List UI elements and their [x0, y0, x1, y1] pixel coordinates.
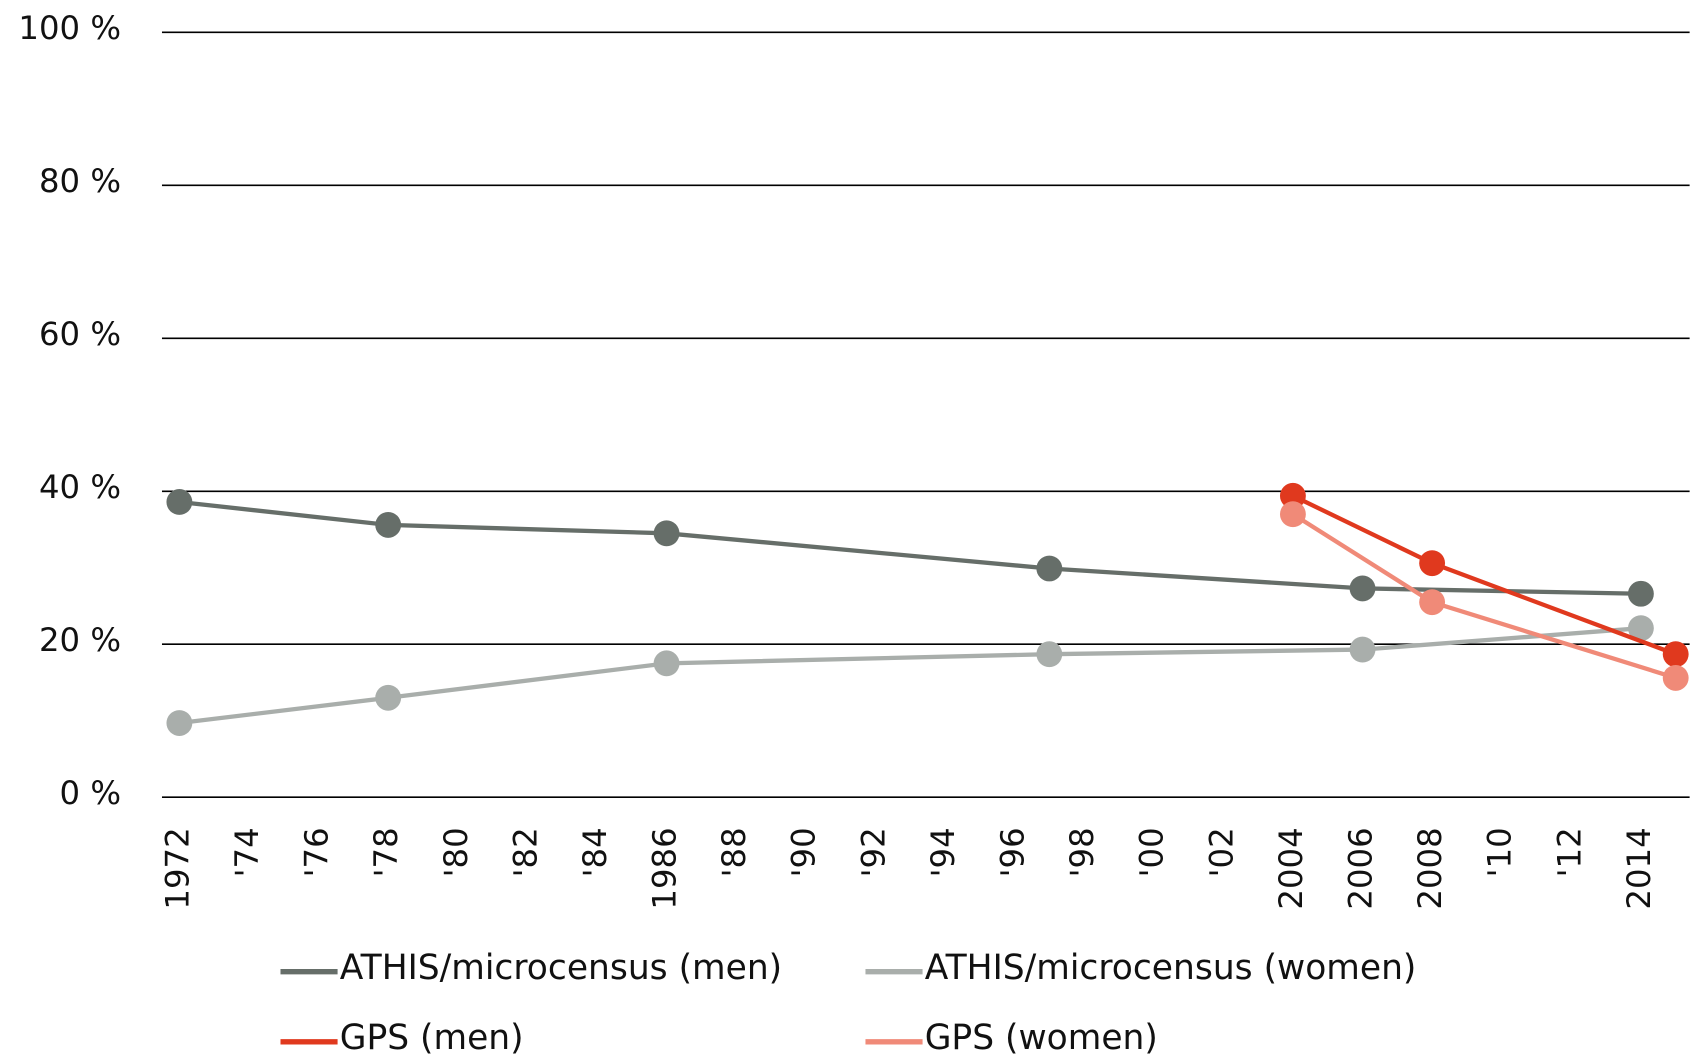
series-line — [179, 626, 1642, 726]
point — [653, 520, 680, 547]
point — [1419, 589, 1446, 616]
point — [1349, 575, 1376, 602]
series-line — [1291, 493, 1677, 657]
point — [1662, 641, 1689, 668]
x-tick-label: '94 — [924, 827, 962, 877]
point — [1279, 501, 1306, 528]
point — [1627, 615, 1654, 642]
point — [166, 710, 193, 736]
x-tick-label: 1986 — [646, 827, 684, 909]
point — [1419, 550, 1446, 577]
x-tick-label: 2008 — [1411, 827, 1449, 909]
x-tick-label: '00 — [1133, 827, 1171, 877]
point — [1036, 555, 1063, 582]
x-tick-label: '96 — [994, 827, 1032, 877]
point — [1279, 482, 1306, 509]
x-tick-label: '88 — [715, 827, 753, 877]
x-tick-label: '74 — [228, 827, 266, 877]
legend-label: GPS (men) — [340, 1018, 524, 1058]
x-tick-label: '98 — [1063, 827, 1101, 877]
legend-label: ATHIS/microcensus (women) — [925, 948, 1417, 988]
x-tick-label: 2004 — [1272, 827, 1310, 909]
x-tick-label: '76 — [298, 827, 336, 877]
y-tick-label: 20 % — [39, 621, 121, 659]
y-tick-label: 60 % — [39, 315, 121, 353]
y-tick-label: 0 % — [60, 774, 122, 812]
point — [1627, 580, 1654, 607]
x-tick-label: '92 — [854, 827, 892, 877]
x-tick-label: '90 — [785, 827, 823, 877]
x-tick-label: '10 — [1481, 827, 1519, 877]
point — [1349, 636, 1376, 663]
point — [375, 511, 402, 538]
x-tick-label: 2006 — [1342, 827, 1380, 909]
x-tick-label: '12 — [1550, 827, 1588, 877]
point — [166, 489, 193, 515]
y-tick-label: 80 % — [39, 162, 121, 200]
x-tick-label: '82 — [506, 827, 544, 877]
x-tick-label: '78 — [367, 827, 405, 877]
point — [1036, 641, 1063, 668]
point — [653, 650, 680, 677]
y-tick-label: 40 % — [39, 468, 121, 506]
x-tick-label: 1972 — [158, 827, 196, 909]
y-tick-label: 100 % — [18, 9, 121, 47]
x-tick-label: '02 — [1202, 827, 1240, 877]
x-tick-label: '84 — [576, 827, 614, 877]
legend-label: GPS (women) — [925, 1018, 1158, 1058]
series-line — [179, 499, 1641, 596]
legend-label: ATHIS/microcensus (men) — [340, 948, 782, 988]
x-tick-label: '80 — [437, 827, 475, 877]
point — [375, 684, 402, 711]
point — [1662, 664, 1689, 691]
x-tick-label: 2014 — [1620, 827, 1658, 909]
